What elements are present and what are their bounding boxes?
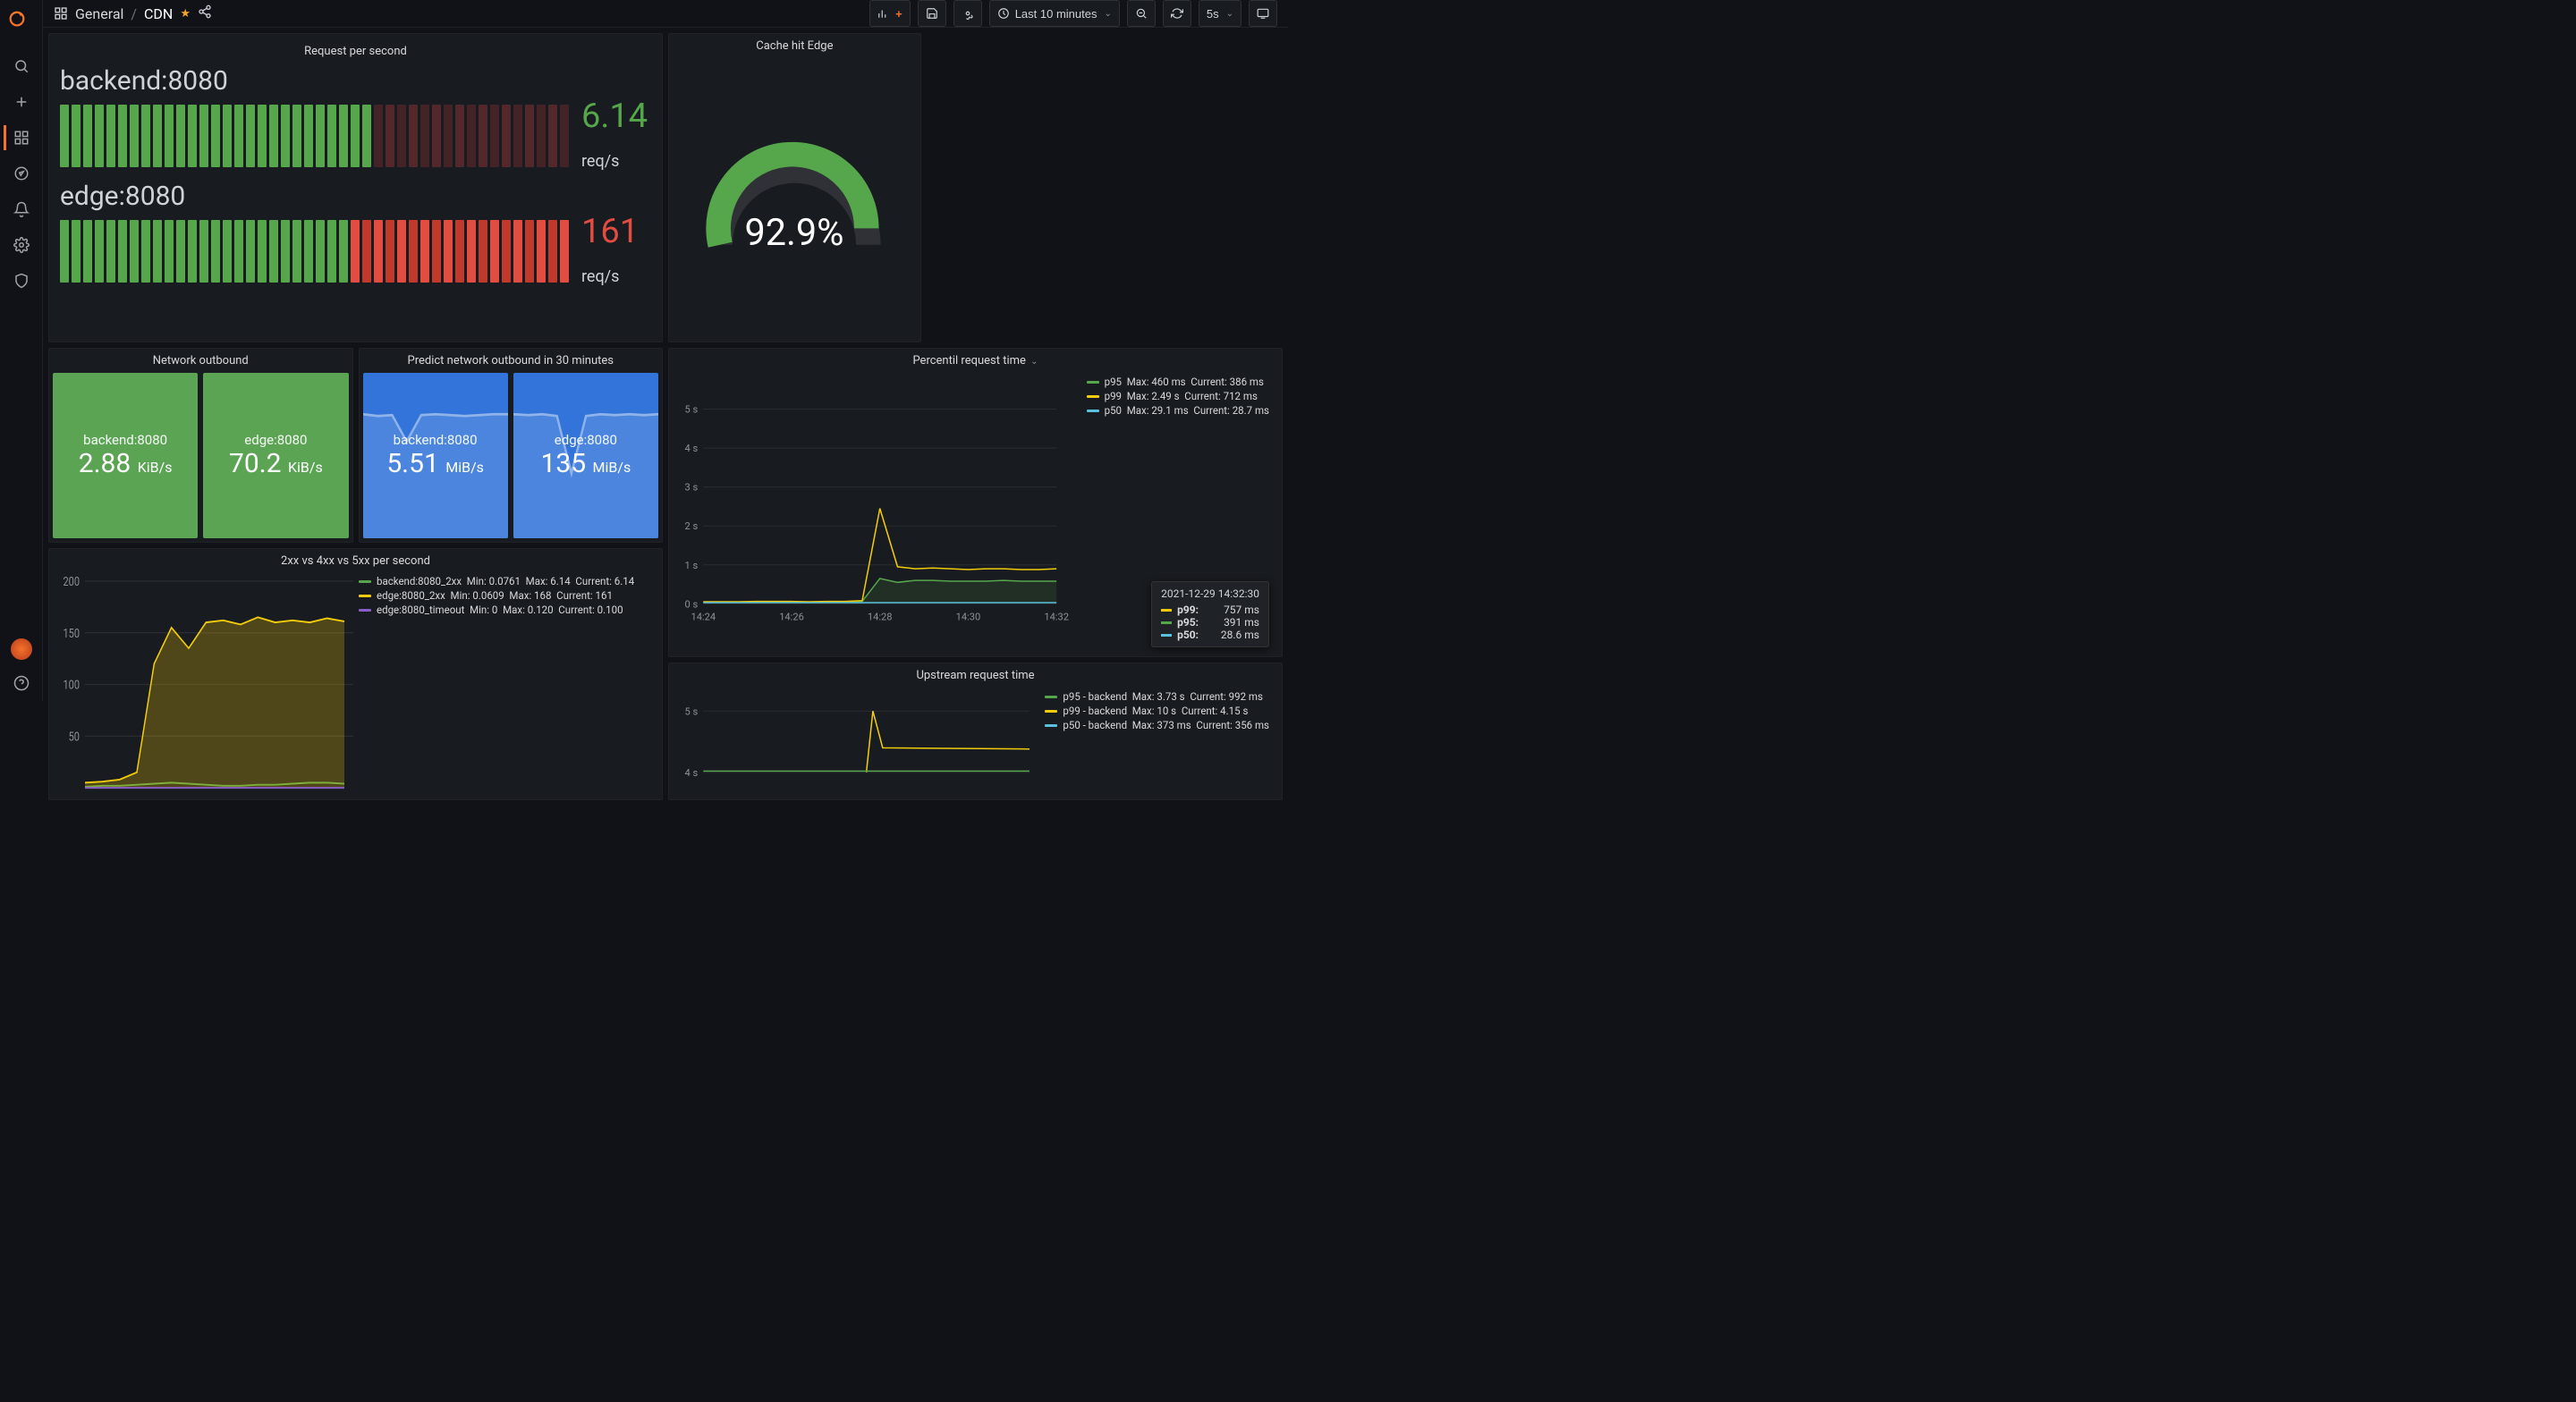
breadcrumb-root[interactable]: General (75, 5, 123, 22)
panel-upstream-request-time[interactable]: Upstream request time 5 s 4 s p95 - backe… (668, 663, 1283, 800)
side-nav (0, 0, 43, 701)
svg-text:0 s: 0 s (685, 598, 699, 610)
rps-value: 161 req/s (581, 212, 651, 291)
panel-title: Cache hit Edge (669, 34, 920, 55)
breadcrumb-sep: / (131, 5, 137, 22)
panel-title: Network outbound (49, 349, 352, 369)
dashboard-icon (54, 6, 68, 21)
panel-title: 2xx vs 4xx vs 5xx per second (49, 549, 662, 570)
tv-mode-button[interactable] (1249, 0, 1277, 27)
panel-cache-hit[interactable]: Cache hit Edge 92.9% (668, 33, 921, 342)
svg-text:14:30: 14:30 (956, 611, 981, 622)
alerts-icon[interactable] (4, 191, 39, 227)
legend-row[interactable]: p95 - backend Max: 3.73 s Current: 992 m… (1045, 690, 1269, 703)
panel-title: Predict network outbound in 30 minutes (360, 349, 663, 369)
refresh-button[interactable] (1163, 0, 1191, 27)
search-icon[interactable] (4, 48, 39, 84)
settings-icon[interactable] (4, 227, 39, 263)
chart-tooltip: 2021-12-29 14:32:30p99:757 msp95:391 msp… (1151, 581, 1269, 647)
svg-text:5 s: 5 s (685, 705, 699, 717)
legend-row[interactable]: p99 Max: 2.49 s Current: 712 ms (1087, 390, 1269, 402)
panel-request-per-second[interactable]: Request per second backend:80806.14 req/… (48, 33, 663, 342)
share-icon[interactable] (198, 4, 212, 22)
svg-text:92.9%: 92.9% (745, 211, 844, 254)
add-icon[interactable] (4, 84, 39, 120)
breadcrumb-current[interactable]: CDN (144, 5, 173, 22)
svg-text:14:26: 14:26 (779, 611, 804, 622)
svg-text:4 s: 4 s (685, 443, 699, 454)
settings-button[interactable] (953, 0, 982, 27)
svg-text:14:28: 14:28 (868, 611, 893, 622)
legend-row[interactable]: edge:8080_2xx Min: 0.0609 Max: 168 Curre… (359, 589, 657, 602)
shield-icon[interactable] (4, 263, 39, 299)
help-icon[interactable] (4, 665, 39, 701)
topbar: General / CDN ★ + Last 10 minutes⌄ 5s⌄ (43, 0, 1288, 28)
explore-icon[interactable] (4, 156, 39, 191)
stat-cell: backend:80805.51 MiB/s (363, 373, 508, 538)
svg-text:5 s: 5 s (685, 404, 699, 416)
svg-text:100: 100 (63, 678, 80, 693)
panel-title: Upstream request time (669, 663, 1282, 684)
dashboards-icon[interactable] (4, 120, 39, 156)
legend-row[interactable]: backend:8080_2xx Min: 0.0761 Max: 6.14 C… (359, 575, 657, 587)
svg-text:3 s: 3 s (685, 482, 699, 494)
svg-text:50: 50 (69, 730, 80, 745)
panel-status-codes[interactable]: 2xx vs 4xx vs 5xx per second 200 150 100 50… (48, 548, 663, 800)
stat-cell: edge:808070.2 KiB/s (203, 373, 348, 538)
rps-value: 6.14 req/s (581, 97, 651, 175)
grafana-logo[interactable] (9, 11, 34, 36)
legend-row[interactable]: p99 - backend Max: 10 s Current: 4.15 s (1045, 705, 1269, 717)
svg-text:2 s: 2 s (685, 520, 699, 532)
legend-row[interactable]: p50 Max: 29.1 ms Current: 28.7 ms (1087, 404, 1269, 417)
server-label: backend:8080 (60, 65, 651, 97)
panel-network-outbound[interactable]: Network outbound backend:80802.88 KiB/se… (48, 348, 353, 543)
panel-predict-network[interactable]: Predict network outbound in 30 minutes b… (359, 348, 664, 543)
svg-text:1 s: 1 s (685, 560, 699, 571)
svg-text:200: 200 (63, 575, 80, 590)
history-bars (60, 105, 569, 167)
panel-percentile-request-time[interactable]: Percentil request time ⌄ 5 s 4 s 3 s 2 s 1 s… (668, 348, 1283, 657)
svg-text:14:24: 14:24 (691, 611, 716, 622)
server-label: edge:8080 (60, 181, 651, 212)
time-range-button[interactable]: Last 10 minutes⌄ (989, 0, 1120, 27)
refresh-interval-button[interactable]: 5s⌄ (1199, 0, 1241, 27)
svg-text:14:32: 14:32 (1044, 611, 1069, 622)
add-panel-button[interactable]: + (869, 0, 911, 27)
panel-title: Request per second (60, 39, 651, 60)
svg-text:4 s: 4 s (685, 767, 699, 779)
stat-cell: edge:8080135 MiB/s (513, 373, 658, 538)
panel-title: Percentil request time ⌄ (669, 349, 1282, 369)
history-bars (60, 220, 569, 283)
legend-row[interactable]: edge:8080_timeout Min: 0 Max: 0.120 Curr… (359, 604, 657, 616)
save-button[interactable] (918, 0, 946, 27)
stat-cell: backend:80802.88 KiB/s (53, 373, 198, 538)
time-range-label: Last 10 minutes (1015, 7, 1097, 21)
zoom-out-button[interactable] (1127, 0, 1156, 27)
user-avatar[interactable] (11, 638, 32, 660)
legend-row[interactable]: p95 Max: 460 ms Current: 386 ms (1087, 376, 1269, 388)
dashboard-grid: Request per second backend:80806.14 req/… (43, 28, 1288, 806)
star-icon[interactable]: ★ (180, 7, 191, 21)
legend-row[interactable]: p50 - backend Max: 373 ms Current: 356 m… (1045, 719, 1269, 731)
svg-text:150: 150 (63, 627, 80, 642)
gauge: 92.9% (669, 55, 920, 342)
refresh-interval-label: 5s (1207, 7, 1219, 21)
